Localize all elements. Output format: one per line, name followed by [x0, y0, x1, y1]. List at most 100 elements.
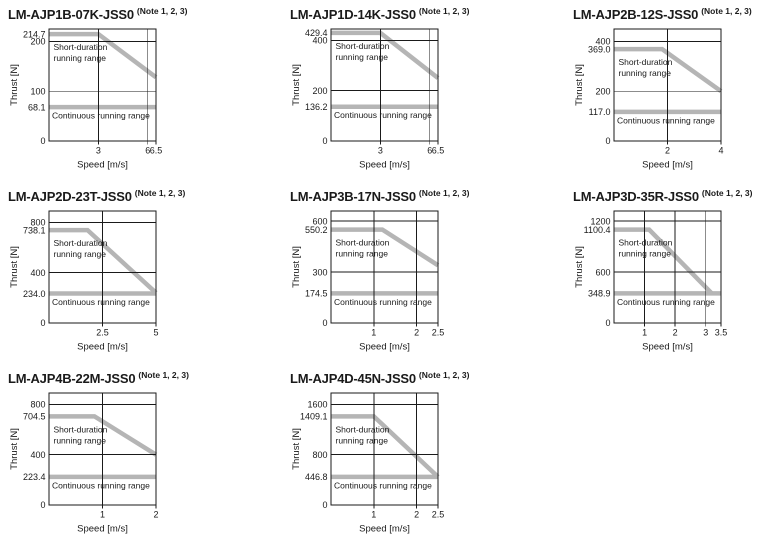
y-tick-label: 550.2: [305, 225, 328, 235]
y-tick-label: 117.0: [589, 107, 611, 117]
x-tick-label: 6: [145, 146, 150, 156]
y-tick-label: 200: [595, 86, 610, 96]
short-duration-range-label: running range: [619, 249, 672, 259]
y-tick-label: 800: [312, 450, 327, 460]
title-note: (Note 1, 2, 3): [418, 6, 470, 16]
x-tick-label: 6.5: [432, 146, 445, 156]
chart-title: LM-AJP1D-14K-JSS0 (Note 1, 2, 3): [290, 4, 520, 22]
plot-border: [330, 210, 439, 324]
x-tick-label: 2: [414, 510, 419, 520]
continuous-range-label: Continuous running range: [617, 297, 715, 307]
continuous-range-label: Continuous running range: [52, 111, 150, 121]
model-name: LM-AJP2D-23T-JSS0: [8, 189, 132, 204]
chart-title: LM-AJP3B-17N-JSS0 (Note 1, 2, 3): [290, 186, 520, 204]
short-duration-range-label: running range: [336, 435, 389, 445]
chart-title: LM-AJP4D-45N-JSS0 (Note 1, 2, 3): [290, 368, 520, 386]
chart-cell: LM-AJP1D-14K-JSS0 (Note 1, 2, 3) 3 6 6.5 429.…: [260, 0, 520, 182]
short-duration-range-label: Short-duration: [619, 57, 673, 67]
x-axis-title: Speed [m/s]: [77, 160, 128, 171]
y-tick-label: 0: [40, 318, 45, 328]
title-note: (Note 1, 2, 3): [134, 188, 186, 198]
title-note: (Note 1, 2, 3): [138, 370, 189, 380]
y-axis-title: Thrust [N]: [291, 428, 302, 470]
y-tick-label: 0: [40, 136, 45, 146]
continuous-range-label: Continuous running range: [52, 297, 150, 307]
continuous-range-label: Continuous running range: [334, 110, 432, 120]
short-duration-range-line: [331, 227, 440, 268]
x-tick-label: 4: [718, 146, 723, 156]
x-tick-label: 3: [703, 328, 708, 338]
y-tick-label: 0: [40, 500, 45, 510]
y-axis-title: Thrust [N]: [291, 64, 302, 106]
title-note: (Note 1, 2, 3): [136, 6, 188, 16]
y-tick-label: 400: [595, 37, 610, 47]
plot-border: [330, 392, 439, 506]
model-name: LM-AJP1D-14K-JSS0: [290, 7, 416, 22]
short-duration-range-label: Short-duration: [336, 424, 390, 434]
chart-cell: LM-AJP4D-45N-JSS0 (Note 1, 2, 3) 1 2 2.5 1600…: [260, 364, 520, 546]
short-duration-range-label: running range: [619, 68, 672, 78]
y-tick-label: 234.0: [23, 289, 46, 299]
short-duration-range-label: Short-duration: [54, 42, 108, 52]
continuous-range-label: Continuous running range: [617, 115, 715, 125]
y-tick-label: 100: [30, 86, 45, 96]
x-tick-label: 5: [153, 328, 158, 338]
x-tick-label: 1: [100, 510, 105, 520]
x-tick-label: 3: [378, 146, 383, 156]
plot-border: [48, 28, 157, 142]
x-axis-title: Speed [m/s]: [77, 342, 128, 353]
thrust-speed-chart: 1 2 800 704.5 400 223.4 0 Thrust [N] Speed [m/s]…: [9, 392, 159, 535]
y-tick-label: 223.4: [23, 472, 46, 482]
y-tick-label: 1100.4: [584, 225, 611, 235]
x-tick-label: 3.5: [715, 328, 728, 338]
short-duration-range-label: running range: [336, 52, 389, 62]
y-axis-title: Thrust [N]: [574, 246, 585, 288]
model-name: LM-AJP4B-22M-JSS0: [8, 371, 136, 386]
short-duration-range-line: [614, 46, 723, 94]
x-tick-label: 2: [665, 146, 670, 156]
short-duration-range-label: Short-duration: [619, 238, 673, 248]
y-tick-label: 174.5: [305, 289, 328, 299]
chart-cell: LM-AJP1B-07K-JSS0 (Note 1, 2, 3) 3 6 6.5 214.…: [0, 0, 260, 182]
short-duration-range-label: Short-duration: [336, 238, 390, 248]
model-name: LM-AJP2B-12S-JSS0: [573, 7, 699, 22]
x-tick-label: 2: [153, 510, 158, 520]
y-tick-label: 429.4: [305, 28, 328, 38]
x-tick-label: 1: [642, 328, 647, 338]
x-tick-label: 2.5: [96, 328, 109, 338]
x-tick-label: 3: [96, 146, 101, 156]
x-axis-title: Speed [m/s]: [642, 342, 693, 353]
y-tick-label: 600: [312, 216, 327, 226]
y-axis-title: Thrust [N]: [9, 64, 20, 106]
y-tick-label: 200: [312, 86, 327, 96]
x-axis-title: Speed [m/s]: [359, 342, 410, 353]
y-tick-label: 738.1: [23, 225, 46, 235]
chart-title: LM-AJP4B-22M-JSS0 (Note 1, 2, 3): [8, 368, 260, 386]
x-axis-title: Speed [m/s]: [77, 524, 128, 535]
y-tick-label: 300: [312, 267, 327, 277]
x-tick-label: 2: [414, 328, 419, 338]
x-axis-title: Speed [m/s]: [642, 160, 693, 171]
short-duration-range-label: running range: [336, 249, 389, 259]
model-name: LM-AJP3D-35R-JSS0: [573, 189, 699, 204]
chart-cell: LM-AJP3B-17N-JSS0 (Note 1, 2, 3) 1 2 2.5 600 5…: [260, 182, 520, 364]
chart-cell: LM-AJP4B-22M-JSS0 (Note 1, 2, 3) 1 2 800 704.…: [0, 364, 260, 546]
y-tick-label: 68.1: [28, 102, 46, 112]
y-axis-title: Thrust [N]: [574, 64, 585, 106]
x-axis-title: Speed [m/s]: [359, 524, 410, 535]
plot-border: [613, 210, 722, 324]
continuous-range-label: Continuous running range: [334, 480, 432, 490]
y-tick-label: 400: [312, 36, 327, 46]
y-axis-title: Thrust [N]: [9, 246, 20, 288]
title-note: (Note 1, 2, 3): [701, 188, 753, 198]
y-tick-label: 348.9: [588, 289, 611, 299]
y-tick-label: 1409.1: [300, 412, 328, 422]
plot-border: [330, 28, 439, 142]
short-duration-range-label: Short-duration: [54, 238, 108, 248]
title-note: (Note 1, 2, 3): [418, 188, 470, 198]
x-tick-label: 6: [427, 146, 432, 156]
